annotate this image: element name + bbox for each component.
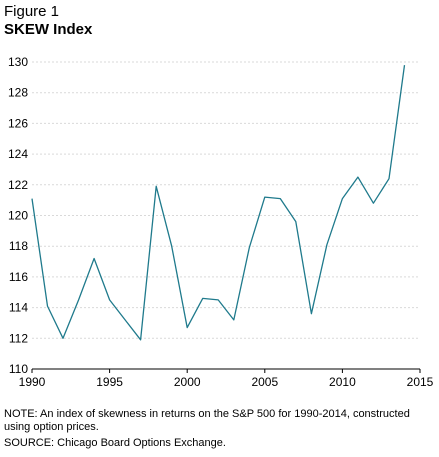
x-tick-label: 1995 xyxy=(96,375,123,389)
axes xyxy=(31,368,421,373)
y-tick-label: 114 xyxy=(9,301,28,315)
y-tick-label: 110 xyxy=(9,362,28,376)
tick-labels: 110 112 114 116 118 120 122 124 126 128 130 1990 199… xyxy=(8,55,434,389)
x-tick-label: 2015 xyxy=(407,375,434,389)
x-tick-label: 1990 xyxy=(19,375,46,389)
y-tick-label: 116 xyxy=(9,270,28,284)
x-tick-label: 2000 xyxy=(174,375,201,389)
y-tick-label: 118 xyxy=(9,239,28,253)
y-tick-label: 124 xyxy=(8,147,28,161)
y-tick-label: 112 xyxy=(9,331,28,345)
x-tick-label: 2010 xyxy=(329,375,356,389)
y-tick-label: 128 xyxy=(8,86,28,100)
y-tick-label: 126 xyxy=(8,116,28,130)
chart-note: NOTE: An index of skewness in returns on… xyxy=(4,408,410,433)
y-tick-label: 120 xyxy=(8,209,28,223)
gridlines xyxy=(32,61,420,339)
y-tick-label: 122 xyxy=(8,178,28,192)
figure-label: Figure 1 xyxy=(4,3,60,20)
series-layer xyxy=(31,65,406,341)
x-tick-label: 2005 xyxy=(251,375,278,389)
chart-title: SKEW Index xyxy=(4,21,93,38)
chart-source: SOURCE: Chicago Board Options Exchange. xyxy=(4,437,226,449)
skew-series-line xyxy=(31,65,406,341)
skew-line-chart: 110 112 114 116 118 120 122 124 126 128 130 1990 199… xyxy=(8,55,434,389)
y-tick-label: 130 xyxy=(8,55,28,69)
